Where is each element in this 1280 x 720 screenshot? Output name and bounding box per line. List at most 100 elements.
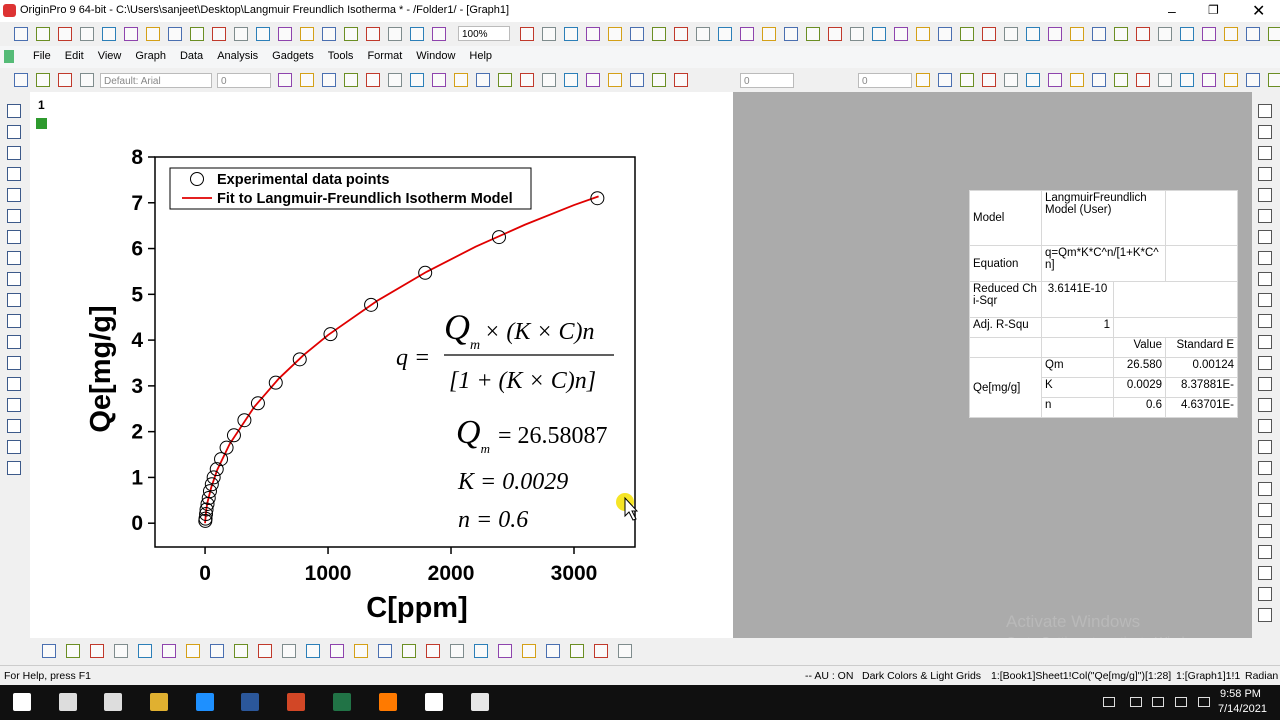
toolbar-button[interactable] (212, 27, 226, 41)
toolbar-button[interactable] (388, 73, 402, 87)
tool-button[interactable] (7, 251, 21, 265)
taskbar-icon[interactable] (104, 693, 122, 711)
tool-button[interactable] (7, 272, 21, 286)
toolbar-button[interactable] (1202, 73, 1216, 87)
toolbar-button[interactable] (630, 27, 644, 41)
toolbar-button[interactable] (982, 73, 996, 87)
toolbar-button[interactable] (1224, 27, 1238, 41)
tool-button[interactable] (1258, 440, 1272, 454)
tool-button[interactable] (7, 209, 21, 223)
toolbar-button[interactable] (58, 73, 72, 87)
toolbar-button[interactable] (570, 644, 584, 658)
toolbar-button[interactable] (916, 73, 930, 87)
toolbar-button[interactable] (850, 27, 864, 41)
tool-button[interactable] (1258, 503, 1272, 517)
menu-item[interactable]: Data (179, 50, 204, 62)
toolbar-button[interactable] (1180, 27, 1194, 41)
toolbar-button[interactable] (652, 73, 666, 87)
toolbar-button[interactable] (542, 73, 556, 87)
taskbar-icon[interactable] (379, 693, 397, 711)
tray-icon[interactable] (1198, 697, 1210, 707)
tool-button[interactable] (1258, 545, 1272, 559)
tool-button[interactable] (1258, 167, 1272, 181)
toolbar-button[interactable] (718, 27, 732, 41)
tool-button[interactable] (1258, 188, 1272, 202)
tool-button[interactable] (1258, 125, 1272, 139)
menu-item[interactable]: Gadgets (272, 50, 314, 62)
toolbar-button[interactable] (564, 73, 578, 87)
tool-button[interactable] (7, 293, 21, 307)
toolbar-button[interactable] (388, 27, 402, 41)
tool-button[interactable] (7, 314, 21, 328)
toolbar-button[interactable] (630, 73, 644, 87)
tool-button[interactable] (1258, 209, 1272, 223)
toolbar-button[interactable] (618, 644, 632, 658)
taskbar-icon[interactable] (196, 693, 214, 711)
toolbar-button[interactable] (450, 644, 464, 658)
toolbar-button[interactable] (1048, 73, 1062, 87)
toolbar-button[interactable] (66, 644, 80, 658)
tool-button[interactable] (1258, 356, 1272, 370)
toolbar-button[interactable] (586, 27, 600, 41)
tool-button[interactable] (7, 188, 21, 202)
toolbar-button[interactable] (1268, 73, 1280, 87)
toolbar-button[interactable] (1092, 27, 1106, 41)
toolbar-button[interactable] (186, 644, 200, 658)
toolbar-button[interactable] (58, 27, 72, 41)
toolbar-button[interactable] (330, 644, 344, 658)
tool-button[interactable] (1258, 104, 1272, 118)
toolbar-button[interactable] (498, 644, 512, 658)
toolbar-button[interactable] (674, 73, 688, 87)
toolbar-button[interactable] (1224, 73, 1238, 87)
toolbar-button[interactable] (784, 27, 798, 41)
menu-item[interactable]: Format (367, 50, 403, 62)
toolbar-button[interactable] (546, 644, 560, 658)
toolbar-button[interactable] (1048, 27, 1062, 41)
tool-button[interactable] (1258, 398, 1272, 412)
font-size-field[interactable]: 0 (217, 73, 271, 88)
toolbar-button[interactable] (1026, 27, 1040, 41)
tool-button[interactable] (1258, 251, 1272, 265)
taskbar-icon[interactable] (425, 693, 443, 711)
toolbar-button[interactable] (102, 27, 116, 41)
tray-icon[interactable] (1130, 697, 1142, 707)
toolbar-button[interactable] (1246, 73, 1260, 87)
tool-button[interactable] (7, 125, 21, 139)
tool-button[interactable] (1258, 335, 1272, 349)
toolbar-button[interactable] (378, 644, 392, 658)
toolbar-button[interactable] (1070, 73, 1084, 87)
toolbar-button[interactable] (168, 27, 182, 41)
toolbar-button[interactable] (476, 73, 490, 87)
toolbar-button[interactable] (1114, 27, 1128, 41)
toolbar-button[interactable] (366, 73, 380, 87)
toolbar-button[interactable] (1070, 27, 1084, 41)
toolbar-button[interactable] (322, 27, 336, 41)
toolbar-button[interactable] (474, 644, 488, 658)
toolbar-button[interactable] (1202, 27, 1216, 41)
toolbar-button[interactable] (162, 644, 176, 658)
toolbar-button[interactable] (916, 27, 930, 41)
toolbar-button[interactable] (828, 27, 842, 41)
line-width-field[interactable]: 0 (740, 73, 794, 88)
toolbar-button[interactable] (520, 73, 534, 87)
toolbar-button[interactable] (522, 644, 536, 658)
tool-button[interactable] (1258, 293, 1272, 307)
taskbar-icon[interactable] (471, 693, 489, 711)
tray-icon[interactable] (1152, 697, 1164, 707)
toolbar-button[interactable] (80, 27, 94, 41)
tool-button[interactable] (7, 356, 21, 370)
taskbar-icon[interactable] (241, 693, 259, 711)
toolbar-button[interactable] (696, 27, 710, 41)
tray-icon[interactable] (1175, 697, 1187, 707)
toolbar-button[interactable] (344, 27, 358, 41)
toolbar-button[interactable] (454, 73, 468, 87)
toolbar-button[interactable] (234, 644, 248, 658)
toolbar-button[interactable] (806, 27, 820, 41)
toolbar-button[interactable] (432, 73, 446, 87)
close-button[interactable]: ✕ (1252, 3, 1266, 20)
toolbar-button[interactable] (258, 644, 272, 658)
toolbar-button[interactable] (80, 73, 94, 87)
toolbar-button[interactable] (1268, 27, 1280, 41)
menu-item[interactable]: View (97, 50, 122, 62)
toolbar-button[interactable] (306, 644, 320, 658)
